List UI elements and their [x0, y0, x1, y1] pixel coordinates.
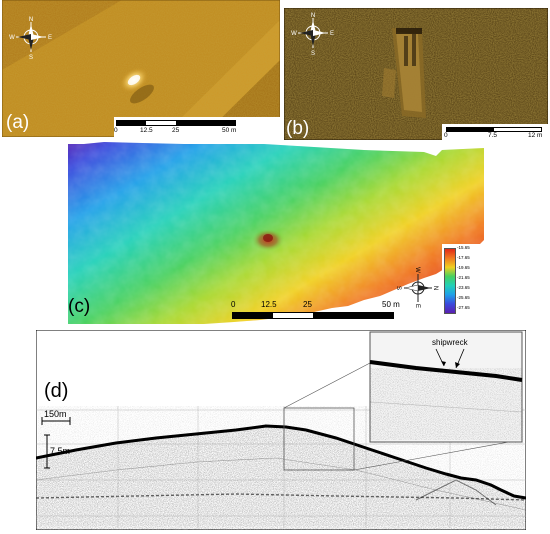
panel-a-scale-tick-0: 0: [114, 127, 118, 134]
seabed-reflector: [36, 424, 526, 500]
zoom-box: [283, 407, 355, 471]
panel-b-compass-s: S: [311, 51, 315, 56]
panel-b-scale-tick-0: 0: [444, 132, 448, 139]
panel-c-compass-e: E: [414, 304, 420, 308]
colorbar-label-0: -15.65: [457, 245, 470, 250]
panel-b-label: (b): [286, 118, 310, 139]
panel-b-scalebar: 0 7.5 12 m: [442, 124, 548, 140]
panel-d-h-scale: 150m: [44, 409, 67, 419]
panel-a-scalebar: 0 12.5 25 50 m: [114, 117, 280, 137]
panel-c-colorbar: -15.65 -17.65 -19.65 -21.65 -23.65 -25.6…: [442, 244, 480, 316]
inset-shipwreck-label: shipwreck: [432, 338, 468, 347]
panel-c-compass-w: W: [414, 267, 420, 273]
colorbar-label-5: -25.65: [457, 295, 470, 300]
panel-b: N E S W (b) 0 7.5 12 m: [284, 8, 548, 140]
panel-b-compass-w: W: [291, 31, 297, 37]
panel-c-scale-tick-3: 50 m: [382, 300, 400, 309]
panel-d-label: (d): [44, 380, 69, 402]
panel-c-compass-s: S: [396, 286, 401, 290]
panel-b-compass: N E S W: [291, 13, 334, 56]
panel-a: N E S W (a) 0 12.5 25 50 m: [2, 0, 280, 137]
panel-c-scale-tick-1: 12.5: [261, 300, 277, 309]
panel-c-scalebar: 0 12.5 25 50 m: [228, 300, 408, 324]
panel-b-compass-e: E: [330, 31, 334, 37]
panel-c: -15.65 -17.65 -19.65 -21.65 -23.65 -25.6…: [64, 140, 484, 326]
panel-d: (d) 150m 7.5m shipwreck: [36, 330, 526, 530]
panel-d-v-scale: 7.5m: [50, 446, 71, 456]
panel-a-scale-tick-2: 25: [172, 127, 180, 134]
panel-b-sonar-image: [284, 8, 548, 140]
panel-a-compass-w: W: [9, 35, 15, 41]
panel-b-compass-n: N: [311, 13, 315, 19]
panel-c-scale-tick-0: 0: [231, 300, 236, 309]
inset-zoom: [369, 331, 523, 443]
colorbar-label-2: -19.65: [457, 265, 470, 270]
panel-a-compass-e: E: [48, 35, 52, 41]
panel-a-scale-tick-3: 50 m: [222, 127, 237, 134]
colorbar-label-1: -17.65: [457, 255, 470, 260]
panel-c-bathymetry-map: [68, 142, 484, 324]
panel-a-label: (a): [6, 112, 30, 133]
panel-c-compass-n: N: [432, 286, 438, 290]
panel-b-scale-tick-1: 7.5: [488, 132, 498, 139]
panel-c-compass: N E S W: [396, 267, 438, 308]
panel-d-subbottom-profile: [36, 330, 526, 530]
panel-c-label: (c): [68, 296, 91, 317]
panel-a-compass-s: S: [29, 55, 33, 60]
panel-a-scale-tick-1: 12.5: [140, 127, 153, 134]
panel-a-compass-n: N: [29, 17, 33, 23]
panel-b-scale-tick-2: 12 m: [528, 132, 543, 139]
panel-a-compass: N E S W: [9, 17, 52, 60]
colorbar-label-4: -23.65: [457, 285, 470, 290]
colorbar-label-6: -27.65: [457, 305, 470, 310]
colorbar-label-3: -21.65: [457, 275, 470, 280]
panel-c-scale-tick-2: 25: [303, 300, 312, 309]
